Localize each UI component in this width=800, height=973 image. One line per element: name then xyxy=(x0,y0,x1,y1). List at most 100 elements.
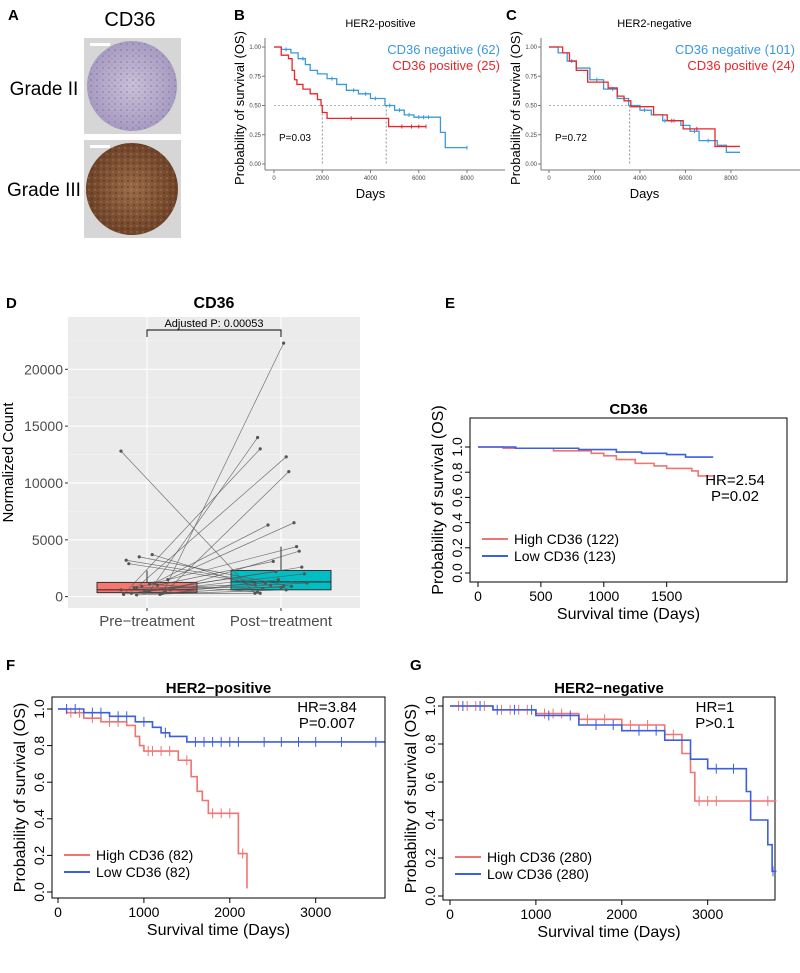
y-tick-label: 0.4 xyxy=(449,513,465,533)
x-axis-label: Days xyxy=(630,186,660,201)
plot-frame xyxy=(442,696,776,901)
data-point xyxy=(127,562,131,566)
y-tick-label: 0 xyxy=(55,589,63,605)
pair-line xyxy=(159,579,279,595)
panel-letter: G xyxy=(410,657,422,674)
data-point xyxy=(122,592,126,596)
panel-letter: F xyxy=(6,657,15,674)
pair-line xyxy=(154,524,269,584)
data-point xyxy=(302,572,306,576)
y-tick-label: 0.0 xyxy=(449,563,465,583)
x-tick-label: 6000 xyxy=(412,176,426,182)
y-tick-label: 1.00 xyxy=(525,45,537,51)
y-tick-label: 0.6 xyxy=(422,772,438,792)
panel-letter: D xyxy=(6,295,17,312)
panel-letter: A xyxy=(8,7,19,24)
x-tick-label: 0 xyxy=(446,906,454,922)
y-tick-label: 0.50 xyxy=(249,104,261,110)
y-tick-label: 0.8 xyxy=(31,736,47,756)
legend-entry: High CD36 (280) xyxy=(487,849,592,865)
panel-a: A CD36 Grade II Grade III xyxy=(7,7,181,238)
legend-entry: Low CD36 (280) xyxy=(487,866,589,882)
y-tick-label: 0.2 xyxy=(449,538,465,558)
survival-curve xyxy=(478,446,714,458)
chart-cd36-survival: 0 500 1000 1500 0.0 0.2 0.4 0.6 0.8 1.0 CD36 Surviv… xyxy=(430,401,788,623)
chart-title: HER2-positive xyxy=(345,18,415,30)
x-tick-label: 500 xyxy=(529,588,553,604)
pair-line xyxy=(170,550,300,591)
row-label-grade-iii: Grade III xyxy=(7,180,81,201)
data-point xyxy=(150,552,154,557)
data-point xyxy=(132,585,136,590)
plot-background xyxy=(68,317,360,608)
legend-entry: CD36 positive (25) xyxy=(392,58,500,73)
chart-her2-negative-survival: 0 1000 2000 3000 0.0 0.2 0.4 0.6 0.8 1.0 HER2−nega… xyxy=(403,680,777,941)
data-point xyxy=(292,521,296,525)
y-tick-label: 0.2 xyxy=(422,848,438,868)
tissue-image-grade-iii xyxy=(84,140,181,238)
panel-letter: C xyxy=(506,7,517,24)
y-tick-label: 5000 xyxy=(32,532,63,548)
data-point xyxy=(305,581,309,585)
pair-line xyxy=(141,546,297,587)
data-point xyxy=(287,469,291,474)
x-axis-label: Survival time (Days) xyxy=(537,924,680,941)
pair-line xyxy=(123,448,261,595)
y-tick-label: 1.00 xyxy=(249,45,261,51)
y-axis-label: Probability of survival (OS) xyxy=(508,31,523,185)
x-tick-label: 2000 xyxy=(588,176,602,182)
annotation-text: P=0.007 xyxy=(299,715,355,732)
panel-a-title: CD36 xyxy=(104,9,155,31)
pair-line xyxy=(162,342,284,594)
data-point xyxy=(256,435,260,440)
x-tick-label: 0 xyxy=(474,588,482,604)
x-tick-label: 0 xyxy=(272,176,276,182)
pair-line xyxy=(167,522,295,580)
data-point xyxy=(155,583,159,587)
x-tick-label: 1000 xyxy=(520,906,551,922)
x-axis-label: Survival time (Days) xyxy=(557,606,700,623)
data-point xyxy=(282,584,286,589)
y-tick-label: 0.6 xyxy=(31,772,47,792)
data-point xyxy=(148,582,152,586)
data-point xyxy=(274,570,278,574)
survival-curve xyxy=(274,46,467,149)
x-tick-label: 1000 xyxy=(588,588,619,604)
y-tick-label: 0.50 xyxy=(525,104,537,110)
chart-her2-positive-survival: 0 1000 2000 3000 0.0 0.2 0.4 0.6 0.8 1.0 HER2−posi… xyxy=(12,680,386,939)
y-tick-label: 0.25 xyxy=(525,133,537,139)
data-point xyxy=(258,447,262,451)
pair-line xyxy=(149,437,258,592)
y-tick-label: 0.6 xyxy=(449,487,465,507)
chart-title: CD36 xyxy=(194,295,235,312)
data-point xyxy=(284,588,288,592)
data-point xyxy=(271,559,275,563)
x-tick-label: 1000 xyxy=(128,904,159,920)
x-axis-label: Days xyxy=(356,186,386,201)
data-point xyxy=(145,589,149,593)
legend-entry: Low CD36 (82) xyxy=(96,864,190,880)
data-point xyxy=(276,577,280,582)
tissue-image-grade-ii xyxy=(84,38,181,134)
chart-title: HER2−positive xyxy=(166,680,271,697)
survival-curve xyxy=(450,705,777,873)
panel-letter: E xyxy=(445,295,455,312)
x-tick-label: 3000 xyxy=(300,904,331,920)
chart-her2-negative-km: 0 2000 4000 6000 8000 0.00 0.25 0.50 0.75 1.00 HER… xyxy=(508,18,800,201)
y-tick-label: 0.4 xyxy=(422,810,438,830)
data-point xyxy=(135,593,139,597)
x-tick-label: 8000 xyxy=(460,176,474,182)
data-point xyxy=(119,588,123,592)
pair-line xyxy=(157,561,274,586)
significance-bracket xyxy=(146,329,282,337)
y-tick-label: 0.0 xyxy=(31,882,47,902)
pair-line xyxy=(128,563,271,586)
y-tick-label: 0.75 xyxy=(525,74,537,80)
survival-curve xyxy=(549,46,740,148)
scale-bar xyxy=(90,43,110,46)
pair-line xyxy=(149,583,258,593)
y-tick-label: 0.2 xyxy=(31,845,47,865)
p-value-text: P=0.03 xyxy=(279,133,311,144)
y-tick-label: 20000 xyxy=(24,361,63,377)
